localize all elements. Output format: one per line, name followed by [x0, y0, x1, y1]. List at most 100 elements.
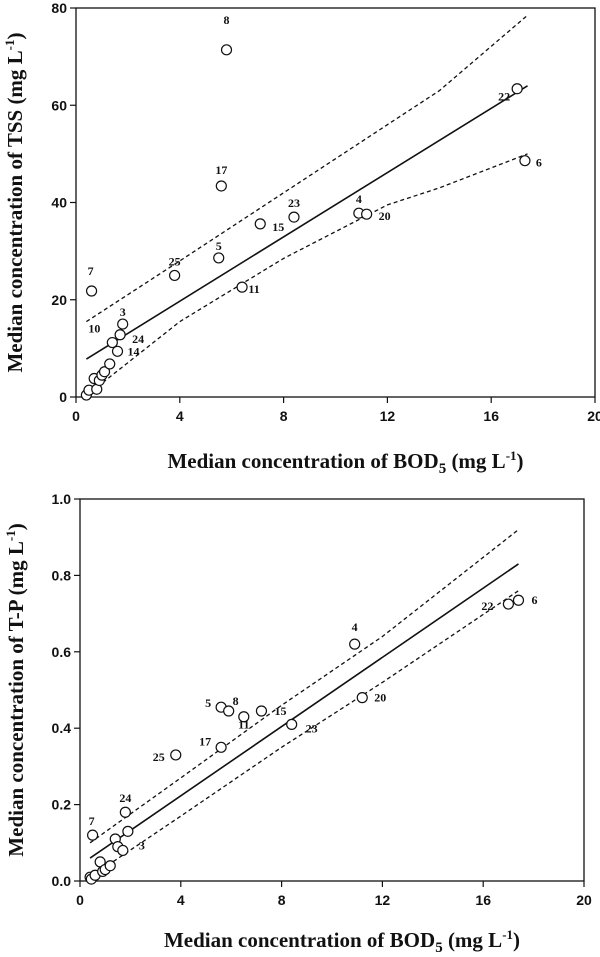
point-label: 14	[128, 344, 140, 358]
data-point	[85, 285, 98, 297]
y-tick-label: 1.0	[52, 491, 72, 507]
data-point	[361, 208, 373, 220]
data-point	[288, 211, 300, 223]
data-point	[254, 218, 266, 230]
point-label: 23	[288, 196, 300, 210]
data-point	[98, 366, 111, 378]
point-label: 23	[306, 721, 318, 735]
data-point	[512, 594, 525, 606]
point-label: 15	[272, 220, 284, 234]
data-point	[170, 749, 182, 761]
data-point	[215, 180, 227, 192]
y-tick-label: 0.0	[52, 873, 72, 889]
point-label: 6	[531, 593, 537, 607]
x-tick-label: 16	[475, 892, 491, 908]
data-point	[223, 705, 235, 717]
data-point	[215, 741, 227, 753]
point-label: 25	[169, 254, 181, 268]
y-tick-label: 0	[59, 389, 67, 405]
data-point	[519, 155, 531, 167]
data-point	[502, 598, 514, 610]
data-point	[104, 860, 116, 872]
data-point	[511, 83, 523, 95]
point-label: 8	[233, 694, 239, 708]
lower-confidence-band	[89, 590, 519, 878]
data-point	[213, 252, 225, 264]
data-point	[286, 718, 298, 730]
x-axis-label: Median concentration of BOD5 (mg L-1)	[167, 448, 523, 477]
y-tick-label: 60	[51, 97, 67, 113]
x-tick-label: 12	[375, 892, 391, 908]
x-axis-label: Median concentration of BOD5 (mg L-1)	[164, 927, 520, 956]
point-label: 10	[88, 322, 100, 336]
point-label: 22	[481, 599, 493, 613]
point-label: 24	[132, 332, 144, 346]
x-tick-label: 20	[576, 892, 592, 908]
data-point	[117, 318, 129, 330]
point-label: 24	[119, 791, 131, 805]
point-label: 25	[153, 750, 165, 764]
point-label: 4	[352, 620, 358, 634]
point-label: 3	[139, 838, 145, 852]
data-point	[86, 829, 99, 841]
data-point	[238, 711, 250, 723]
data-point	[111, 345, 124, 357]
y-tick-label: 40	[51, 195, 67, 211]
point-label: 5	[216, 239, 222, 253]
x-tick-label: 0	[72, 408, 80, 424]
x-tick-label: 8	[278, 892, 286, 908]
y-tick-label: 0.4	[52, 720, 72, 736]
x-tick-label: 0	[76, 892, 84, 908]
point-label: 3	[120, 305, 126, 319]
point-label: 11	[238, 718, 249, 732]
lower-confidence-band	[85, 153, 528, 397]
regression-line	[85, 85, 528, 360]
y-tick-label: 0.2	[52, 797, 72, 813]
point-label: 7	[89, 814, 95, 828]
data-point	[356, 692, 368, 704]
x-tick-label: 12	[380, 408, 396, 424]
plot-frame	[79, 498, 585, 882]
point-label: 8	[224, 13, 230, 27]
y-tick-label: 0.8	[52, 567, 72, 583]
upper-confidence-band	[89, 529, 519, 844]
point-label: 7	[88, 264, 94, 278]
y-axis-label: Median concentration of TSS (mg L-1)	[2, 32, 27, 372]
point-label: 6	[536, 156, 542, 170]
point-label: 15	[274, 704, 286, 718]
data-point	[169, 269, 181, 282]
point-label: 5	[205, 696, 211, 710]
point-label: 17	[215, 163, 227, 177]
point-label: 11	[248, 282, 259, 296]
plot-frame	[75, 7, 596, 398]
data-point	[220, 44, 233, 56]
x-tick-label: 8	[280, 408, 288, 424]
data-point	[114, 329, 126, 341]
chart-tp: 0 4 8 12 16 20 0.0 0.2 0.4 0.6 0.8 1.0 7 3 24 25 17 5 8 11 1…	[3, 491, 592, 956]
point-label: 17	[199, 734, 211, 748]
y-axis-label: Median concentration of T-P (mg L-1)	[3, 523, 28, 856]
regression-line	[89, 563, 519, 859]
data-point	[106, 336, 118, 349]
point-label: 20	[379, 209, 391, 223]
point-label: 4	[356, 192, 362, 206]
point-label: 20	[374, 691, 386, 705]
data-point	[349, 638, 361, 650]
y-tick-label: 0.6	[52, 644, 72, 660]
data-point	[104, 358, 116, 370]
data-point	[236, 281, 248, 293]
data-point	[255, 705, 268, 717]
data-point	[117, 844, 129, 857]
x-tick-label: 4	[176, 408, 184, 424]
x-tick-label: 16	[483, 408, 499, 424]
y-tick-label: 80	[51, 0, 67, 16]
upper-confidence-band	[86, 14, 528, 323]
x-tick-label: 4	[177, 892, 185, 908]
data-point	[122, 825, 134, 837]
data-point	[119, 806, 131, 818]
point-label: 22	[498, 90, 510, 104]
x-tick-label: 20	[587, 408, 600, 424]
y-tick-label: 20	[51, 292, 67, 308]
